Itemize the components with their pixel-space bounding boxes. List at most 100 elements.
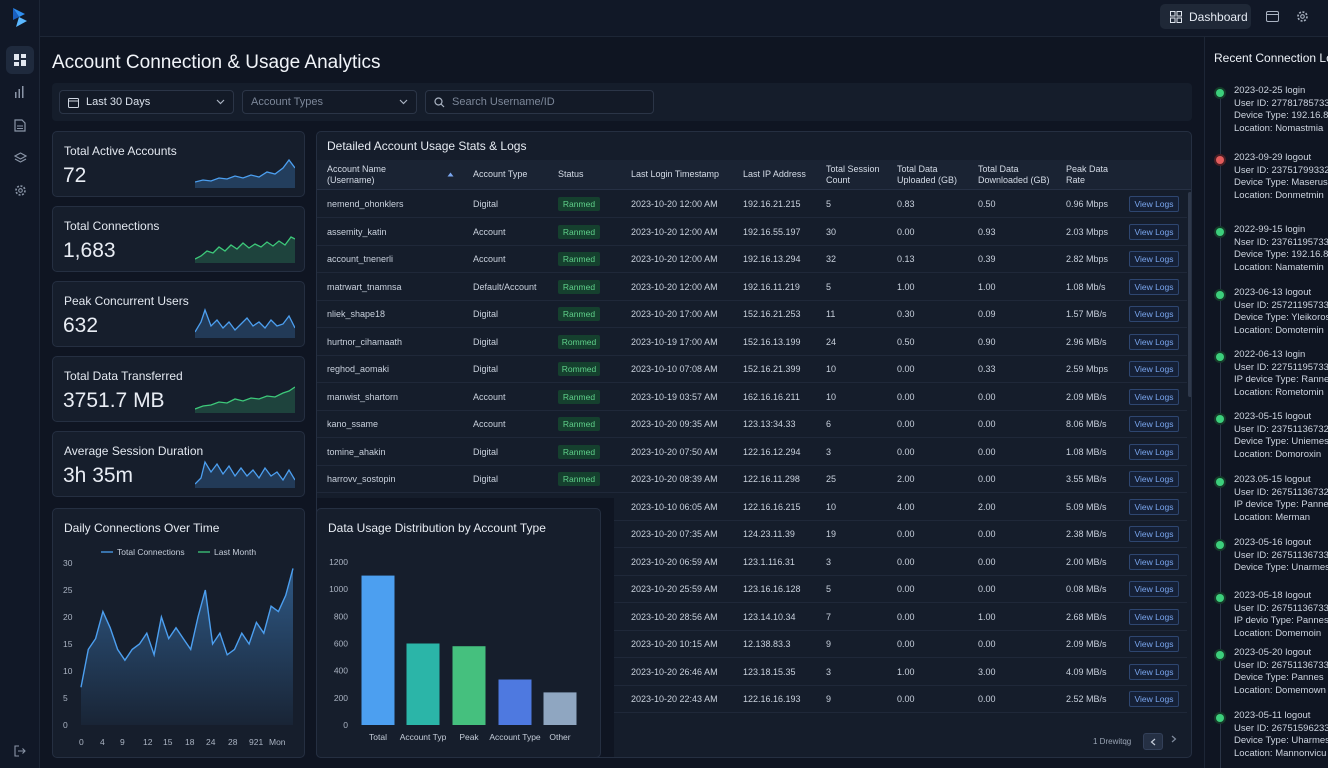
view-logs-button[interactable]: View Logs	[1129, 471, 1179, 487]
cell-name: assemity_katin	[327, 226, 387, 237]
connection-l1: 2023-05-16 logout	[1234, 537, 1312, 548]
col-account-type[interactable]: Account Type	[473, 169, 528, 179]
sidebar-analytics-icon[interactable]	[6, 78, 34, 106]
search-input[interactable]: Search Username/ID	[425, 90, 654, 114]
sidebar-dashboard-icon[interactable]	[6, 46, 34, 74]
page-title: Account Connection & Usage Analytics	[52, 52, 381, 73]
view-logs-button[interactable]: View Logs	[1129, 691, 1179, 707]
cell-name: hurtnor_cihamaath	[327, 336, 403, 347]
table-row[interactable]: tomine_ahakin Digital 2023-10-20 07:50 AM 1…	[317, 439, 1187, 466]
view-logs-button[interactable]: View Logs	[1129, 196, 1179, 212]
table-row[interactable]: 2023-10-20 28:56 AM 123.14.10.34 7 0.00 1.00…	[317, 604, 1187, 631]
view-logs-button[interactable]: View Logs	[1129, 278, 1179, 295]
table-row[interactable]: 2023-10-20 26:46 AM 123.18.15.35 3 1.00 3.00…	[317, 659, 1187, 686]
cell-up: 0.00	[897, 391, 915, 402]
cell-peak: 5.09 MB/s	[1066, 501, 1107, 512]
table-row[interactable]: nemend_ohonklers Digital 2023-10-20 12:00 …	[317, 191, 1187, 218]
connection-l2: User ID: 23751136732	[1234, 423, 1328, 435]
y-tick-label: 400	[334, 666, 348, 676]
date-range-select[interactable]: Last 30 Days	[59, 90, 234, 114]
y-tick-label: 20	[63, 612, 73, 622]
cell-name: manwist_shartorn	[327, 391, 399, 402]
cell-name: nliek_shape18	[327, 309, 386, 319]
connection-l2: User ID: 26751136733	[1234, 602, 1328, 614]
connection-l4: Location: Merman	[1234, 511, 1311, 523]
account-types-select[interactable]: Account Types	[242, 90, 417, 114]
col-last-login[interactable]: Last Login Timestamp	[631, 169, 720, 179]
connection-l2: Nser ID: 237611957332	[1234, 236, 1328, 248]
view-logs-button[interactable]: View Logs	[1129, 306, 1179, 322]
legend-label: Total Connections	[117, 547, 185, 557]
view-logs-button[interactable]: View Logs	[1129, 223, 1179, 240]
connection-l4: Location: Namatemin	[1234, 261, 1324, 273]
cell-peak: 1.08 MB/s	[1066, 446, 1107, 457]
view-logs-button[interactable]: View Logs	[1129, 581, 1179, 597]
dashboard-button[interactable]: Dashboard	[1160, 4, 1251, 29]
window-icon[interactable]	[1264, 8, 1280, 24]
view-logs-button[interactable]: View Logs	[1129, 663, 1179, 680]
view-logs-button[interactable]: View Logs	[1129, 388, 1179, 405]
cell-login: 2023-10-19 17:00 AM	[631, 336, 718, 347]
table-row[interactable]: 2023-10-20 07:35 AM 124.23.11.39 19 0.00 0.0…	[317, 521, 1187, 548]
cell-up: 0.00	[897, 446, 915, 457]
view-logs-button[interactable]: View Logs	[1129, 498, 1179, 515]
cell-type: Account	[473, 254, 506, 264]
logout-icon[interactable]	[6, 737, 34, 765]
sort-up-icon[interactable]	[447, 169, 454, 180]
col-last-ip[interactable]: Last IP Address	[743, 169, 806, 179]
table-row[interactable]: matrwart_tnamnsa Default/Account 2023-10-2…	[317, 274, 1187, 301]
gear-icon[interactable]	[1294, 8, 1310, 24]
connection-l1: 2023.05-15 logout	[1234, 474, 1311, 485]
series-line-total-connections	[80, 568, 294, 688]
table-row[interactable]: harrovv_sostopin Digital 2023-10-20 08:39 …	[317, 466, 1187, 493]
connection-l2: User ID: 22751195733	[1234, 361, 1328, 373]
table-row[interactable]: reghod_aomaki Digital 2023-10-10 07:08 AM 1…	[317, 356, 1187, 383]
cell-peak: 2.59 Mbps	[1066, 364, 1109, 374]
sidebar-settings-icon[interactable]	[6, 176, 34, 204]
col-session-count[interactable]: Total Session Count	[826, 164, 880, 185]
connection-l3: Device Type: 192.16.8.	[1234, 249, 1328, 260]
col-account-name[interactable]: Account Name (Username)	[327, 164, 387, 185]
app-logo-icon[interactable]	[10, 6, 30, 28]
sidebar-layers-icon[interactable]	[6, 144, 34, 172]
view-logs-button[interactable]: View Logs	[1129, 636, 1179, 652]
cell-up: 0.00	[897, 419, 915, 429]
col-uploaded[interactable]: Total Data Uploaded (GB)	[897, 164, 958, 185]
cell-down: 0.90	[978, 336, 996, 347]
table-row[interactable]: 2023-10-20 22:43 AM 122.16.16.193 9 0.00 0.0…	[317, 686, 1187, 713]
view-logs-button[interactable]: View Logs	[1129, 333, 1179, 350]
col-peak-rate[interactable]: Peak Data Rate	[1066, 164, 1109, 185]
cell-up: 2.00	[897, 474, 915, 484]
table-row[interactable]: 2023-10-20 10:15 AM 12.138.83.3 9 0.00 0.00 2…	[317, 631, 1187, 658]
col-status[interactable]: Status	[558, 169, 584, 179]
view-logs-button[interactable]: View Logs	[1129, 526, 1179, 542]
table-row[interactable]: hurtnor_cihamaath Digital 2023-10-19 17:00…	[317, 329, 1187, 356]
table-row[interactable]: manwist_shartorn Account 2023-10-19 03:57 …	[317, 384, 1187, 411]
table-row[interactable]: kano_ssame Account 2023-10-20 09:35 AM 123.…	[317, 411, 1187, 438]
x-category-label: Account Type	[489, 732, 541, 742]
view-logs-button[interactable]: View Logs	[1129, 416, 1179, 432]
y-tick-label: 0	[63, 720, 68, 730]
table-row[interactable]: account_tnenerli Account 2023-10-20 12:00 …	[317, 246, 1187, 273]
view-logs-button[interactable]: View Logs	[1129, 443, 1179, 460]
table-row[interactable]: assemity_katin Account 2023-10-20 12:00 AM…	[317, 219, 1187, 246]
table-row[interactable]: nliek_shape18 Digital 2023-10-20 17:00 AM 1…	[317, 301, 1187, 328]
table-row[interactable]: 2023-10-10 06:05 AM 122.16.16.215 10 4.00 2.…	[317, 494, 1187, 521]
view-logs-button[interactable]: View Logs	[1129, 553, 1179, 570]
table-scrollbar[interactable]	[1188, 192, 1191, 397]
sidebar-reports-icon[interactable]	[6, 111, 34, 139]
table-row[interactable]: 2023-10-20 06:59 AM 123.1.116.31 3 0.00 0.00…	[317, 549, 1187, 576]
view-logs-button[interactable]: View Logs	[1129, 251, 1179, 267]
cell-ip: 192.16.55.197	[743, 226, 801, 237]
connection-l2: User ID: 26751136732	[1234, 486, 1328, 498]
table-row[interactable]: 2023-10-20 25:59 AM 123.16.16.128 5 0.00 0.0…	[317, 576, 1187, 603]
cell-name: harrovv_sostopin	[327, 474, 396, 484]
next-page-button[interactable]	[1171, 735, 1177, 746]
col-downloaded[interactable]: Total Data Downloaded (GB)	[978, 164, 1050, 185]
view-logs-button[interactable]: View Logs	[1129, 361, 1179, 377]
cell-down: 0.50	[978, 199, 996, 209]
view-logs-button[interactable]: View Logs	[1129, 608, 1179, 625]
prev-page-button[interactable]	[1143, 733, 1163, 750]
sparkline	[195, 460, 295, 488]
y-tick-label: 600	[334, 639, 348, 649]
